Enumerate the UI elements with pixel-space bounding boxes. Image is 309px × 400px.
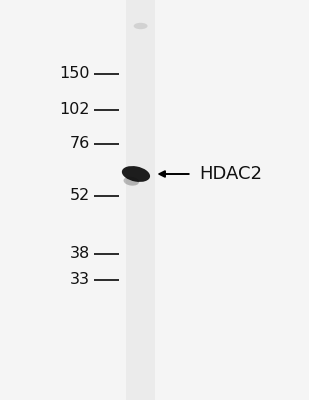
Text: 76: 76 bbox=[69, 136, 90, 152]
Text: 52: 52 bbox=[69, 188, 90, 204]
Bar bbox=[126, 0, 155, 400]
Ellipse shape bbox=[133, 23, 147, 29]
Text: HDAC2: HDAC2 bbox=[199, 165, 262, 183]
Ellipse shape bbox=[122, 166, 150, 182]
Text: 38: 38 bbox=[69, 246, 90, 262]
Text: 150: 150 bbox=[59, 66, 90, 82]
Text: 33: 33 bbox=[70, 272, 90, 288]
Ellipse shape bbox=[124, 177, 139, 186]
Text: 102: 102 bbox=[59, 102, 90, 118]
